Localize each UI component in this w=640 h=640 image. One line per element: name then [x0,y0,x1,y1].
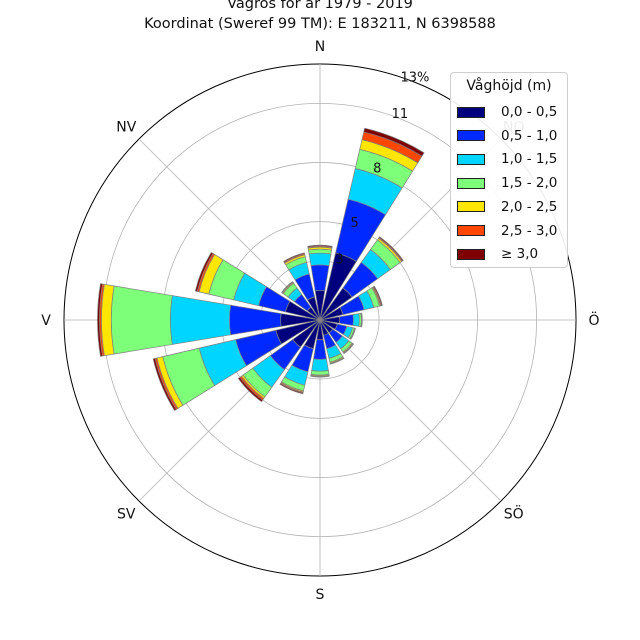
chart-title-line2: Koordinat (Sweref 99 TM): E 183211, N 63… [144,16,496,32]
rose-bar-segment [378,236,404,262]
legend-swatch [457,153,485,165]
rose-bar-segment [152,358,177,411]
legend-label: 1,0 - 1,5 [501,151,558,168]
legend-swatch [457,106,485,118]
radial-tick-label: 5 [351,216,359,231]
rose-bar-segment [110,285,173,355]
rose-bar-segment [308,252,332,266]
rose-bar-segment [281,281,294,294]
legend-label: 2,0 - 2,5 [501,198,558,215]
rose-bar-segment [170,295,231,345]
chart-title: Vågros för år 1979 - 2019 Koordinat (Swe… [0,0,640,34]
legend-label: ≥ 3,0 [501,246,539,263]
legend-title: Våghöjd (m) [466,78,552,94]
radial-tick-label: 3 [335,252,343,267]
compass-label: NV [116,119,136,135]
rose-bar-segment [237,376,264,403]
legend-entry: 0,0 - 0,5 [457,103,557,121]
legend-entry: ≥ 3,0 [457,245,538,263]
rose-bar-segment [311,358,329,372]
rose-bar-segment [313,339,327,360]
rose-bar-segment [97,283,103,357]
legend: Våghöjd (m) 0,0 - 0,5 0,5 - 1,0 1,0 - 1,5 1… [450,72,568,268]
rose-bar-segment [363,127,425,157]
compass-label: SV [117,507,136,523]
rose-bar-segment [360,312,363,328]
legend-entry: 1,0 - 1,5 [457,150,557,168]
legend-swatch [457,130,485,142]
legend-entry: 2,0 - 2,5 [457,198,557,216]
legend-entry: 1,5 - 2,0 [457,174,557,192]
grid-spoke [319,319,502,502]
rose-bar-segment [279,383,304,395]
rose-bar-segment [307,244,333,248]
compass-label: Ö [588,311,599,329]
legend-swatch [457,248,485,260]
legend-label: 0,0 - 0,5 [501,104,558,120]
radial-tick-label: 8 [373,161,381,176]
rose-bar-segment [352,313,360,327]
legend-label: 1,5 - 2,0 [501,175,558,192]
rose-bar-segment [339,314,354,326]
rose-bar-segment [350,327,356,340]
legend-entry: 0,5 - 1,0 [457,127,557,145]
rose-bar-segment [343,343,354,354]
compass-label: N [315,39,325,55]
legend-swatch [457,177,485,189]
radial-tick-label: 11 [392,107,409,122]
legend-swatch [457,201,485,213]
rose-bar-segment [194,252,214,292]
compass-label: S [316,587,325,603]
rose-bars [97,127,425,411]
rose-bar-segment [310,375,330,378]
radial-tick-labels: 3 5 8 11 13% [335,70,429,267]
rose-bar-segment [229,304,282,336]
rose-bar-segment [373,285,383,307]
rose-bar-segment [310,264,330,292]
compass-label: V [41,313,51,329]
legend-entry: 2,5 - 3,0 [457,222,557,240]
rose-bar-segment [329,357,345,365]
rose-bar-segment [283,252,305,263]
legend-swatch [457,225,485,236]
legend-label: 0,5 - 1,0 [501,127,558,144]
legend-label: 2,5 - 3,0 [501,222,558,239]
compass-label: SÖ [504,505,524,523]
chart-title-line1: Vågros för år 1979 - 2019 [227,0,413,12]
radial-tick-label: 13% [401,70,430,85]
